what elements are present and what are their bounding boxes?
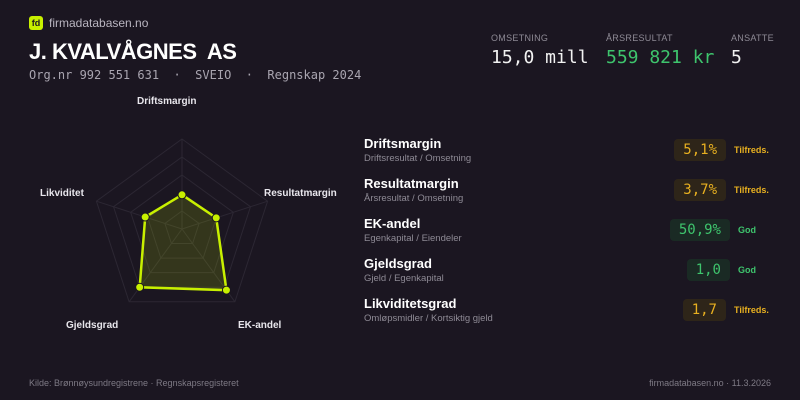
radar-point: [221, 285, 231, 295]
company-subtitle: Org.nr 992 551 631 · SVEIO · Regnskap 20…: [29, 68, 362, 82]
metric-row: Resultatmargin Årsresultat / Omsetning 3…: [364, 176, 784, 212]
metric-name: EK-andel: [364, 216, 421, 231]
footer-site: firmadatabasen.no · 11.3.2026: [649, 378, 771, 388]
metric-row: EK-andel Egenkapital / Eiendeler 50,9% G…: [364, 216, 784, 252]
metric-description: Omløpsmidler / Kortsiktig gjeld: [364, 313, 493, 324]
metric-description: Driftsresultat / Omsetning: [364, 153, 472, 164]
metric-value-badge: 1,7: [682, 299, 726, 321]
metric-description: Gjeld / Egenkapital: [364, 273, 444, 284]
metric-row: Likviditetsgrad Omløpsmidler / Kortsikti…: [364, 296, 784, 332]
stat-label: ÅRSRESULTAT: [606, 33, 673, 43]
radar-point: [140, 212, 150, 222]
metric-value-badge: 1,0: [686, 259, 730, 281]
metric-name: Resultatmargin: [364, 176, 459, 191]
radar-label-gjeldsgrad: Gjeldsgrad: [66, 320, 119, 331]
metric-rating: God: [738, 265, 756, 275]
radar-axis-line: [181, 200, 268, 230]
metric-description: Egenkapital / Eiendeler: [364, 233, 462, 244]
radar-point: [211, 213, 221, 223]
stat-omsetning: OMSETNING 15,0 mill: [491, 33, 589, 68]
radar-chart: [95, 138, 269, 303]
brand-name: firmadatabasen.no: [49, 16, 149, 30]
radar-label-likviditet: Likviditet: [40, 188, 84, 199]
radar-label-driftsmargin: Driftsmargin: [137, 96, 197, 107]
metric-name: Gjeldsgrad: [364, 256, 432, 271]
company-name: J. KVALVÅGNES AS: [29, 39, 237, 64]
metric-rating: Tilfreds.: [734, 145, 769, 155]
metric-row: Gjeldsgrad Gjeld / Egenkapital 1,0 God: [364, 256, 784, 292]
radar-point: [177, 190, 187, 200]
radar-point: [135, 282, 145, 292]
stat-arsresultat: ÅRSRESULTAT 559 821 kr: [606, 33, 714, 68]
metric-name: Likviditetsgrad: [364, 296, 457, 311]
metric-rating: Tilfreds.: [734, 185, 769, 195]
radar-grid-ring: [130, 174, 234, 274]
stat-value: 5: [731, 47, 742, 68]
metric-description: Årsresultat / Omsetning: [364, 193, 464, 204]
metric-value-badge: 3,7%: [674, 179, 726, 201]
radar-label-resultatmargin: Resultatmargin: [264, 188, 337, 199]
metric-name: Driftsmargin: [364, 136, 442, 151]
metric-rating: Tilfreds.: [734, 305, 769, 315]
stat-value: 15,0 mill: [491, 47, 589, 68]
stat-value: 559 821 kr: [606, 47, 715, 68]
stat-label: OMSETNING: [491, 33, 549, 43]
radar-grid-ring: [164, 210, 200, 245]
radar-grid-ring: [95, 138, 269, 303]
metric-value-badge: 50,9%: [669, 219, 730, 241]
radar-label-ek-andel: EK-andel: [238, 320, 282, 331]
stat-ansatte: ANSATTE 5: [731, 33, 774, 68]
footer-source: Kilde: Brønnøysundregistrene · Regnskaps…: [29, 378, 239, 388]
brand-logo[interactable]: fd firmadatabasen.no: [29, 16, 148, 30]
metric-row: Driftsmargin Driftsresultat / Omsetning …: [364, 136, 784, 172]
logo-icon: fd: [29, 16, 43, 30]
metric-rating: God: [738, 225, 756, 235]
radar-grid-ring: [112, 156, 252, 288]
radar-area: [138, 193, 228, 292]
stat-label: ANSATTE: [731, 33, 774, 43]
radar-axis-line: [96, 200, 183, 230]
metric-value-badge: 5,1%: [674, 139, 726, 161]
